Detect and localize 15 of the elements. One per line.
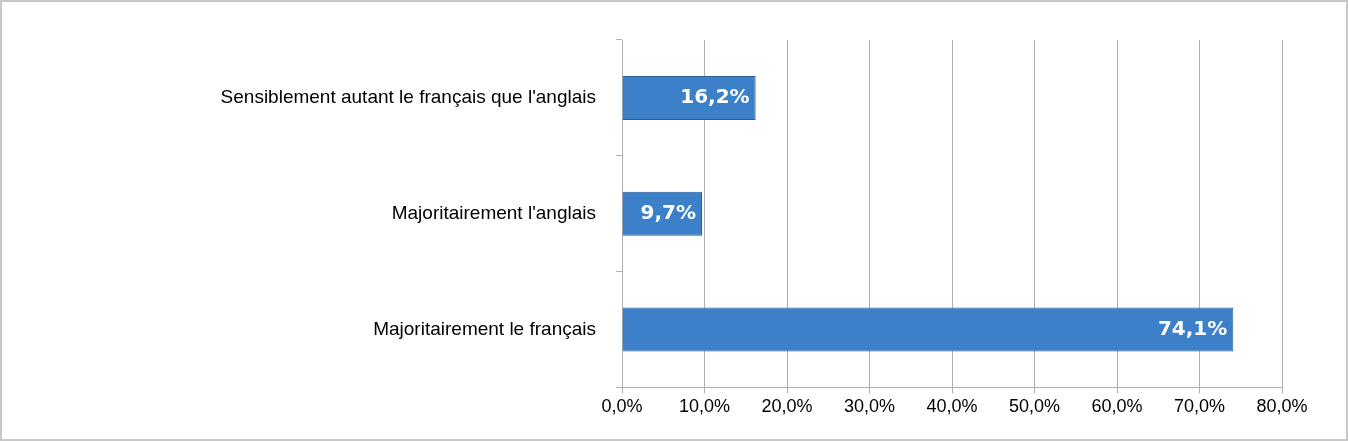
data-label: 16,2% (680, 84, 750, 109)
x-tick-label: 30,0% (843, 396, 896, 417)
y-tick-label: Majoritairement le français (373, 317, 596, 339)
x-tick-label: 50,0% (1008, 396, 1061, 417)
y-tick-label: Majoritairement l'anglais (391, 201, 596, 223)
x-tick-label: 70,0% (1173, 396, 1226, 417)
x-tick-label: 60,0% (1091, 396, 1143, 417)
x-tick-label: 20,0% (761, 396, 813, 417)
data-label: 9,7% (640, 199, 697, 224)
data-label: 74,1% (1157, 315, 1228, 340)
x-tick-label: 10,0% (678, 396, 731, 417)
x-tick-label: 80,0% (1256, 396, 1308, 417)
y-tick-label: Sensiblement autant le français que l'anglais (220, 86, 596, 108)
x-tick-label: 40,0% (926, 396, 978, 417)
x-tick-label: 0,0% (601, 396, 643, 417)
